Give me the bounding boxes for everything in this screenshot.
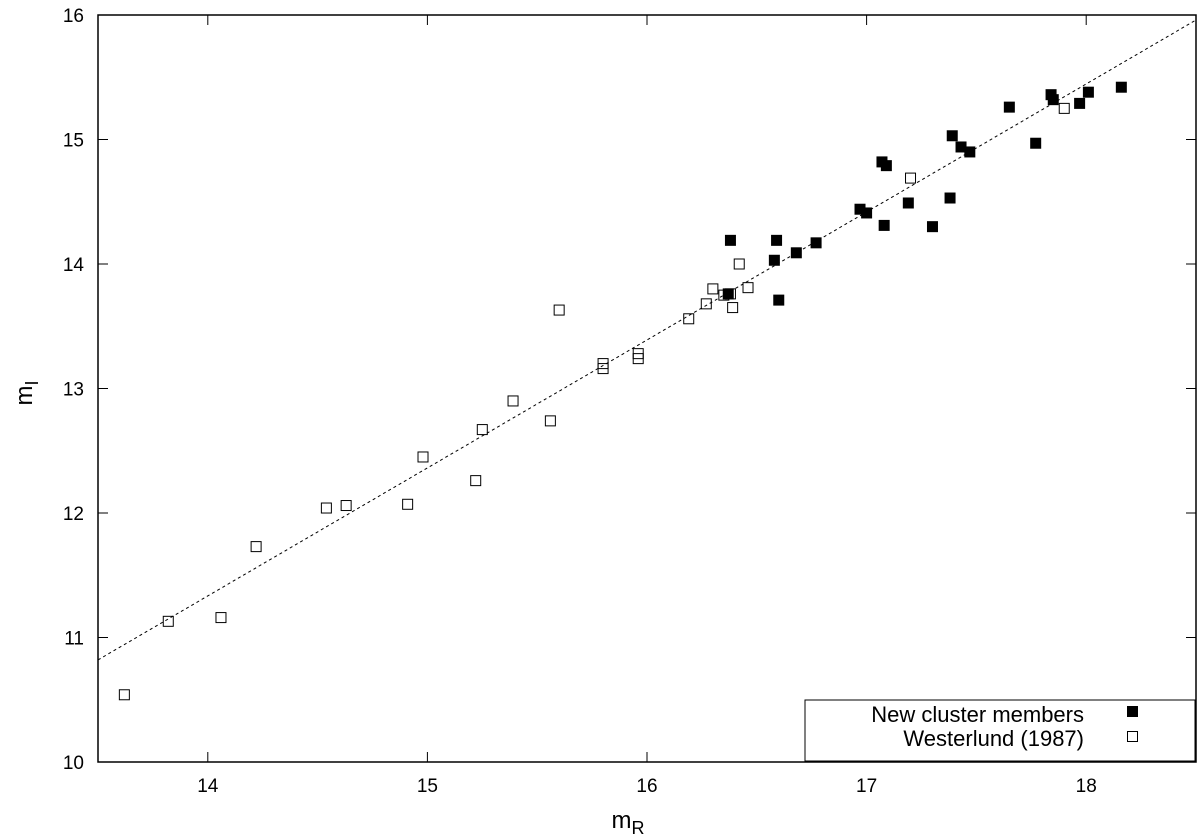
point-new-cluster-member (854, 203, 866, 215)
point-westerlund-1987 (707, 283, 719, 295)
point-westerlund-1987 (402, 498, 414, 510)
point-new-cluster-member (810, 237, 822, 249)
plot-frame (97, 14, 1197, 763)
point-westerlund-1987 (742, 282, 754, 294)
fit-line (97, 19, 1197, 661)
point-westerlund-1987 (250, 541, 262, 553)
point-new-cluster-member (944, 192, 956, 204)
point-westerlund-1987 (118, 689, 130, 701)
x-tick-label: 16 (636, 776, 657, 797)
x-tick-label: 14 (197, 776, 219, 797)
point-westerlund-1987 (507, 395, 519, 407)
legend-label-new-cluster-members: New cluster members (871, 702, 1084, 727)
point-new-cluster-member (946, 130, 958, 142)
point-westerlund-1987 (417, 451, 429, 463)
point-westerlund-1987 (700, 298, 712, 310)
point-westerlund-1987 (733, 258, 745, 270)
point-new-cluster-member (861, 207, 873, 219)
point-new-cluster-member (902, 197, 914, 209)
y-tick-label: 13 (63, 380, 84, 401)
point-westerlund-1987 (905, 172, 917, 184)
point-new-cluster-member (1115, 81, 1127, 93)
point-new-cluster-member (1074, 97, 1086, 109)
y-axis-label: mI (11, 380, 42, 405)
y-tick-label: 10 (63, 753, 84, 774)
legend-label-westerlund: Westerlund (1987) (903, 726, 1084, 751)
axis-tick-labels: 14 15 16 17 18 10 11 12 13 14 15 16 (63, 6, 1097, 797)
point-new-cluster-member (955, 141, 967, 153)
point-new-cluster-member (964, 146, 976, 158)
x-tick-label: 18 (1076, 776, 1097, 797)
y-tick-label: 11 (64, 629, 84, 650)
y-tick-label: 14 (63, 255, 85, 276)
point-new-cluster-member (768, 254, 780, 266)
point-new-cluster-member (724, 234, 736, 246)
point-westerlund-1987 (162, 615, 174, 627)
y-tick-label: 16 (63, 6, 84, 27)
point-westerlund-1987 (320, 502, 332, 514)
point-new-cluster-member (790, 247, 802, 259)
point-westerlund-1987 (597, 363, 609, 375)
point-westerlund-1987 (476, 424, 488, 436)
point-new-cluster-member (878, 219, 890, 231)
point-westerlund-1987 (215, 612, 227, 624)
legend-marker-filled-square (1127, 706, 1138, 717)
point-westerlund-1987 (340, 500, 352, 512)
point-new-cluster-member (1047, 94, 1059, 106)
legend: New cluster members Westerlund (1987) (804, 699, 1196, 762)
y-tick-label: 12 (63, 504, 84, 525)
point-westerlund-1987 (727, 302, 739, 314)
x-tick-label: 15 (417, 776, 438, 797)
x-tick-label: 17 (856, 776, 877, 797)
axis-ticks (98, 14, 1196, 763)
point-new-cluster-member (773, 294, 785, 306)
point-westerlund-1987 (632, 353, 644, 365)
legend-marker-open-square (1127, 731, 1138, 742)
point-new-cluster-member (1030, 137, 1042, 149)
x-axis-label: mR (612, 807, 645, 836)
data-points (118, 81, 1127, 701)
point-westerlund-1987 (544, 415, 556, 427)
point-new-cluster-member (771, 234, 783, 246)
point-new-cluster-member (1082, 86, 1094, 98)
point-westerlund-1987 (683, 313, 695, 325)
fit-line-layer (97, 19, 1197, 661)
point-westerlund-1987 (470, 475, 482, 487)
point-westerlund-1987 (1058, 102, 1070, 114)
y-tick-label: 15 (63, 131, 84, 152)
point-new-cluster-member (926, 221, 938, 233)
point-westerlund-1987 (553, 304, 565, 316)
point-new-cluster-member (880, 160, 892, 172)
point-new-cluster-member (1003, 101, 1015, 113)
point-new-cluster-member (722, 288, 734, 300)
